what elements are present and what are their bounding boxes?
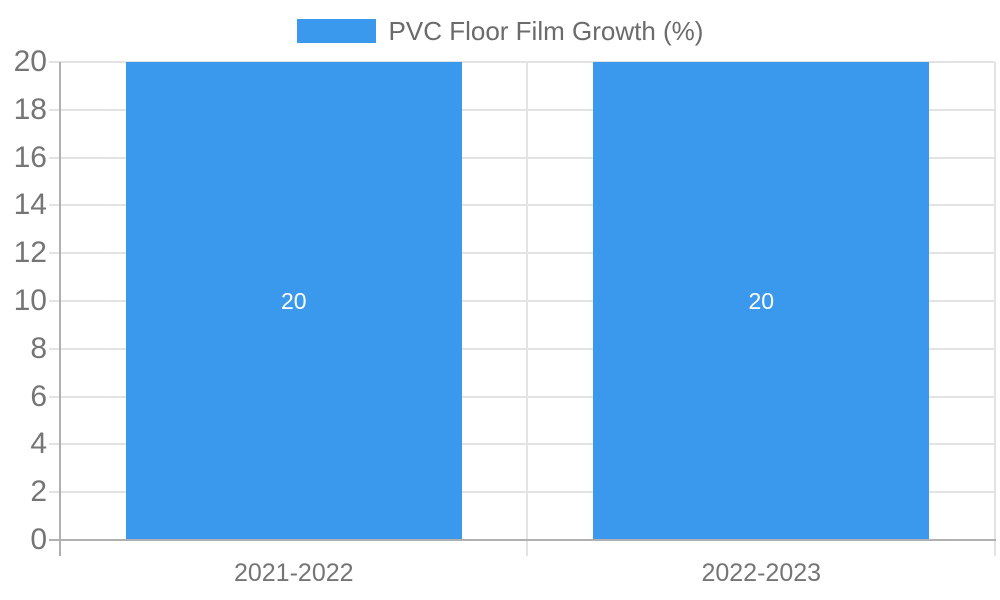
- bar: [593, 62, 930, 540]
- category-boundary-line: [526, 62, 528, 556]
- y-axis-tick-label: 12: [13, 236, 47, 270]
- y-axis-tick-label: 16: [13, 140, 47, 174]
- legend-swatch[interactable]: [296, 19, 376, 43]
- y-axis-tick-label: 14: [13, 188, 47, 222]
- y-axis-tick-label: 2: [30, 475, 47, 509]
- legend-label[interactable]: PVC Floor Film Growth (%): [388, 16, 704, 46]
- y-axis-tick-label: 0: [30, 523, 47, 556]
- y-axis-tick-label: 10: [13, 284, 47, 317]
- plot-area: 20 20: [49, 61, 996, 556]
- y-axis-tick-label: 20: [13, 45, 47, 78]
- y-axis-tick-label: 18: [13, 92, 47, 126]
- x-axis-tick-label: 2021-2022: [233, 559, 354, 587]
- legend: PVC Floor Film Growth (%): [0, 17, 1000, 45]
- y-axis-tick-label: 6: [30, 379, 47, 413]
- bar: [125, 62, 462, 540]
- category-boundary-line: [993, 62, 996, 556]
- x-axis-tick-label: 2022-2023: [701, 559, 822, 587]
- y-axis-tick-label: 4: [30, 427, 47, 461]
- y-axis-tick-label: 8: [30, 331, 47, 365]
